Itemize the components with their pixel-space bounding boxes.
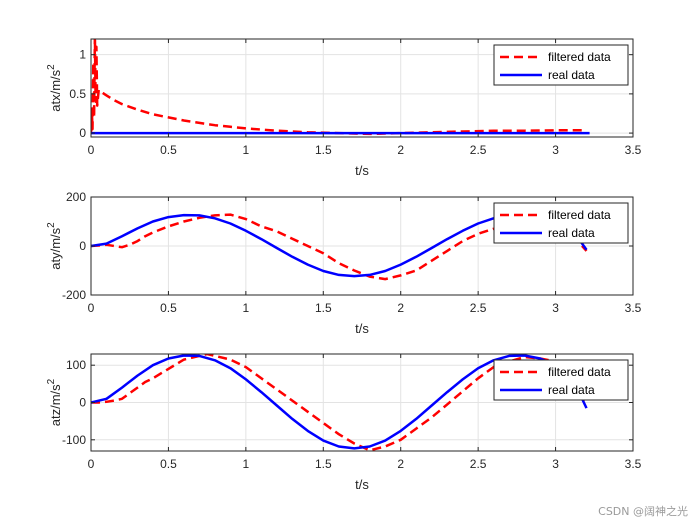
legend-label: filtered data (548, 50, 611, 64)
x-tick-label: 3.5 (625, 301, 642, 315)
series-group (91, 39, 590, 136)
x-tick-label: 1 (243, 301, 250, 315)
x-tick-label: 2 (397, 457, 404, 471)
x-tick-label: 3.5 (625, 457, 642, 471)
y-tick-label: 0 (79, 126, 86, 140)
x-tick-label: 1 (243, 457, 250, 471)
legend-label: filtered data (548, 208, 611, 222)
x-tick-label: 3.5 (625, 143, 642, 157)
x-axis-label: t/s (355, 477, 369, 492)
legend-label: real data (548, 226, 595, 240)
watermark-text: CSDN @阔神之光 (598, 505, 688, 518)
chart-panel-2: 0 0.5 1 1.5 2 2.5 3 3.5-2000200t/saty/m/s2filte… (46, 190, 642, 336)
x-tick-label: 3 (552, 457, 559, 471)
axes-box (90, 38, 634, 138)
x-tick-label: 0 (88, 301, 95, 315)
y-tick-label: 100 (66, 358, 86, 372)
series-line-filtered (91, 354, 588, 451)
y-axis-label: atz/m/s2 (46, 378, 63, 426)
x-tick-label: 2.5 (470, 143, 487, 157)
legend-label: filtered data (548, 365, 611, 379)
x-tick-label: 0 (88, 143, 95, 157)
y-tick-label: 0 (79, 239, 86, 253)
legend: filtered data real data (493, 202, 629, 244)
y-tick-label: -200 (62, 288, 86, 302)
x-tick-label: 2.5 (470, 301, 487, 315)
chart-panel-1: 0 0.5 1 1.5 2 2.5 3 3.5 0 0.5 1 t/s atx/m/s2 filtered… (46, 38, 642, 178)
series-line-real (91, 354, 588, 450)
x-tick-label: 1.5 (315, 143, 332, 157)
y-tick-label: -100 (62, 433, 86, 447)
x-axis-label: t/s (355, 321, 369, 336)
x-tick-label: 1.5 (315, 301, 332, 315)
y-axis-label: atx/m/s2 (46, 64, 63, 112)
y-tick-label: 200 (66, 190, 86, 204)
x-tick-label: 3 (552, 301, 559, 315)
x-tick-label: 0.5 (160, 143, 177, 157)
legend-box (493, 202, 629, 244)
y-tick-label: 0 (79, 396, 86, 410)
series-group (91, 354, 588, 451)
y-tick-label: 0.5 (69, 87, 86, 101)
legend-label: real data (548, 383, 595, 397)
chart-panel-3: 0 0.5 1 1.5 2 2.5 3 3.5-1000100t/satz/m/s2filte… (46, 353, 642, 492)
legend: filtered data real data (493, 44, 629, 86)
legend: filtered data real data (493, 359, 629, 401)
x-tick-label: 2 (397, 301, 404, 315)
x-tick-label: 0.5 (160, 301, 177, 315)
legend-box (493, 44, 629, 86)
x-tick-label: 2.5 (470, 457, 487, 471)
x-tick-label: 3 (552, 143, 559, 157)
x-tick-label: 2 (397, 143, 404, 157)
y-axis-label: aty/m/s2 (46, 222, 63, 270)
y-tick-label: 1 (79, 48, 86, 62)
legend-box (493, 359, 629, 401)
x-tick-label: 0.5 (160, 457, 177, 471)
x-tick-label: 1 (243, 143, 250, 157)
x-tick-label: 1.5 (315, 457, 332, 471)
x-tick-label: 0 (88, 457, 95, 471)
x-axis-label: t/s (355, 163, 369, 178)
legend-label: real data (548, 68, 595, 82)
